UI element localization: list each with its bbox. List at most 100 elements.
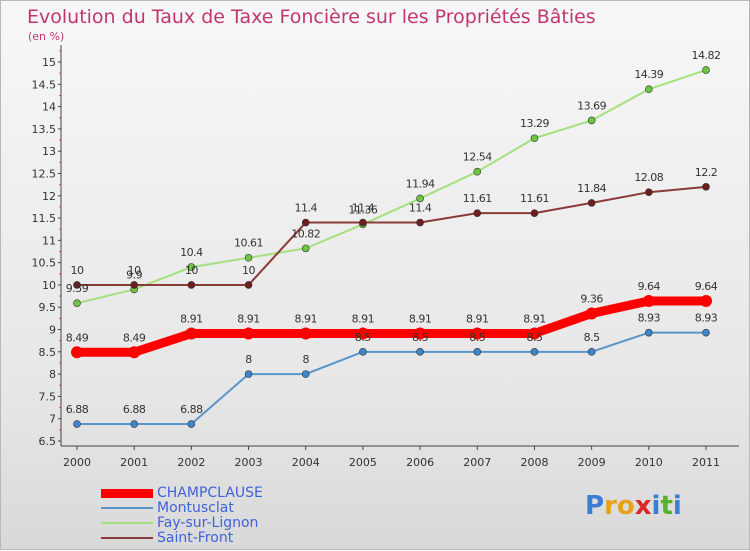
legend-swatch bbox=[101, 488, 153, 498]
data-label: 13.69 bbox=[577, 99, 606, 112]
y-tick-label: 7 bbox=[49, 413, 56, 426]
data-label: 9.64 bbox=[638, 280, 661, 293]
data-point bbox=[645, 328, 653, 337]
data-point bbox=[473, 209, 482, 217]
axes: 6.5 7 7.5 8 8.5 9 9.5 10 10.5 11 11.5 12 12.5 13 13.5 1… bbox=[32, 45, 739, 469]
x-tick-label: 2003 bbox=[235, 456, 263, 469]
data-point bbox=[702, 183, 710, 191]
chart-unit-label: (en %) bbox=[28, 30, 65, 43]
data-label: 8 bbox=[302, 353, 309, 366]
logo-letter: o bbox=[616, 491, 635, 521]
data-label: 8.93 bbox=[638, 312, 661, 325]
data-label: 9.59 bbox=[66, 282, 89, 295]
data-point bbox=[359, 348, 367, 356]
data-label: 8 bbox=[245, 353, 252, 366]
x-tick-label: 2002 bbox=[177, 456, 205, 469]
data-label: 8.5 bbox=[526, 331, 542, 344]
x-tick-label: 2005 bbox=[349, 456, 377, 469]
data-point bbox=[73, 299, 81, 308]
data-point bbox=[301, 370, 310, 378]
y-tick-label: 9.5 bbox=[39, 301, 57, 314]
y-tick-label: 12.5 bbox=[32, 167, 57, 180]
data-label: 8.93 bbox=[695, 312, 718, 325]
data-label: 10 bbox=[128, 264, 141, 277]
legend-item-montusclat: Montusclat bbox=[101, 500, 234, 516]
data-label: 11.4 bbox=[352, 202, 375, 215]
legend-item-champclause: CHAMPCLAUSE bbox=[101, 485, 263, 501]
data-point bbox=[299, 327, 312, 340]
data-point bbox=[301, 218, 310, 227]
data-point bbox=[356, 327, 369, 340]
data-label: 8.91 bbox=[352, 313, 375, 326]
data-label: 9.9 bbox=[126, 268, 142, 281]
data-point bbox=[187, 281, 196, 289]
legend-label: CHAMPCLAUSE bbox=[157, 485, 263, 501]
y-tick-label: 14 bbox=[42, 101, 56, 114]
y-tick-label: 12 bbox=[42, 190, 56, 203]
y-tick-label: 13 bbox=[42, 145, 56, 158]
data-label: 9.64 bbox=[695, 280, 718, 293]
data-point bbox=[416, 348, 424, 356]
data-label: 10 bbox=[71, 264, 84, 277]
data-point bbox=[700, 294, 712, 307]
data-label: 6.88 bbox=[66, 403, 89, 416]
y-tick-label: 10 bbox=[42, 279, 56, 292]
data-point bbox=[244, 253, 253, 262]
legend-swatch bbox=[101, 522, 153, 524]
data-label: 11.61 bbox=[463, 192, 492, 205]
data-label: 12.2 bbox=[695, 166, 718, 179]
data-point bbox=[130, 281, 138, 289]
data-label: 8.5 bbox=[412, 331, 428, 344]
y-tick-label: 8 bbox=[49, 368, 56, 381]
data-point bbox=[645, 188, 653, 196]
chart-title: Evolution du Taux de Taxe Foncière sur l… bbox=[27, 6, 596, 28]
legend-label: Saint-Front bbox=[157, 530, 234, 546]
data-label: 8.5 bbox=[355, 331, 371, 344]
data-point bbox=[473, 348, 482, 356]
y-tick-label: 14.5 bbox=[32, 78, 57, 91]
data-label: 13.29 bbox=[520, 117, 549, 130]
legend-label: Montusclat bbox=[157, 500, 234, 516]
data-point bbox=[130, 420, 138, 428]
x-tick-label: 2009 bbox=[578, 456, 606, 469]
data-point bbox=[187, 263, 196, 271]
data-label: 8.91 bbox=[466, 313, 489, 326]
data-label: 8.91 bbox=[409, 313, 432, 326]
x-tick-label: 2008 bbox=[520, 456, 548, 469]
logo-letter: t bbox=[660, 491, 673, 521]
data-label: 10.4 bbox=[180, 246, 203, 259]
data-label: 8.91 bbox=[523, 313, 546, 326]
data-point bbox=[530, 134, 539, 143]
series-lines bbox=[71, 66, 712, 428]
proxiti-logo: Proxiti bbox=[585, 491, 682, 521]
data-label: 8.91 bbox=[237, 313, 260, 326]
data-labels: 8.49 8.49 8.91 8.91 8.91 8.91 8.91 8.91 8.91 9.36… bbox=[66, 49, 721, 416]
data-point bbox=[530, 209, 539, 217]
data-point bbox=[301, 244, 310, 253]
legend-swatch bbox=[101, 507, 153, 509]
data-point bbox=[528, 327, 541, 340]
data-label: 8.49 bbox=[123, 331, 146, 344]
x-tick-label: 2007 bbox=[463, 456, 491, 469]
data-point bbox=[187, 420, 196, 428]
data-label: 10 bbox=[185, 264, 198, 277]
data-label: 10.82 bbox=[291, 227, 320, 240]
y-tick-label: 15 bbox=[42, 56, 56, 69]
y-tick-label: 7.5 bbox=[39, 390, 57, 403]
series-line-1 bbox=[76, 331, 707, 426]
data-point bbox=[185, 327, 198, 340]
data-label: 14.39 bbox=[634, 68, 663, 81]
data-label: 8.91 bbox=[294, 313, 317, 326]
y-tick-label: 8.5 bbox=[39, 346, 57, 359]
data-label: 10.61 bbox=[234, 237, 263, 250]
y-tick-label: 13.5 bbox=[32, 123, 57, 136]
legend-swatch bbox=[101, 537, 153, 539]
y-tick-label: 11 bbox=[42, 234, 56, 247]
x-tick-label: 2006 bbox=[406, 456, 434, 469]
data-label: 8.91 bbox=[180, 313, 203, 326]
data-point bbox=[71, 346, 83, 359]
data-point bbox=[414, 327, 427, 340]
data-point bbox=[244, 370, 253, 378]
data-label: 14.82 bbox=[692, 49, 721, 62]
data-label: 6.88 bbox=[123, 403, 146, 416]
